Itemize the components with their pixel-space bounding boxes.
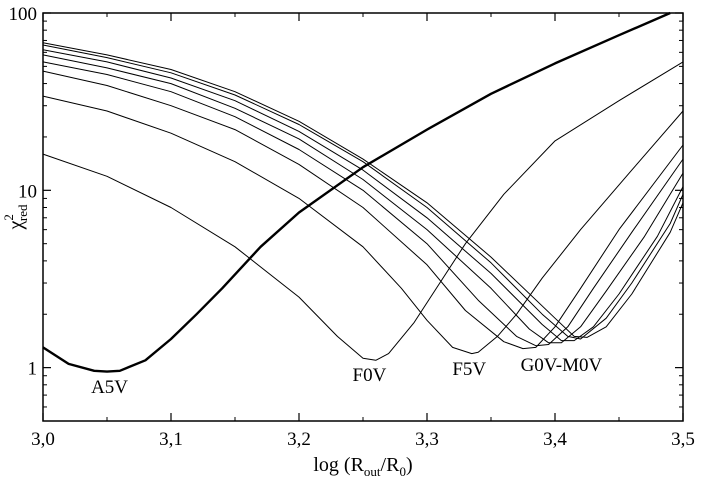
- y-axis-label: χ2red: [1, 204, 30, 230]
- curve-label-group: A5V F0V F5V G0V-M0V: [91, 355, 602, 398]
- x-axis-label-sub1: out: [364, 464, 381, 479]
- y-axis-label-sub: red: [15, 204, 30, 221]
- x-axis-label-sub2: 0: [399, 464, 406, 479]
- x-axis-label: log (Rout/R0): [313, 454, 412, 479]
- curve-label-0: A5V: [91, 377, 128, 398]
- curve-label-2: F5V: [452, 359, 486, 380]
- x-tick-label: 3,0: [31, 429, 55, 450]
- series-line-0: [42, 11, 671, 373]
- x-tick-label: 3,1: [159, 429, 183, 450]
- y-tick-label: 100: [9, 4, 38, 25]
- series-line-8: [42, 42, 684, 338]
- series-group: [42, 11, 684, 373]
- curve-label-1: F0V: [353, 365, 387, 386]
- series-line-6: [42, 49, 684, 342]
- y-tick-label: 10: [18, 181, 37, 202]
- y-axis-label-sup: 2: [1, 214, 16, 221]
- x-axis-label-close: ): [406, 454, 413, 476]
- series-line-3: [42, 70, 684, 350]
- tick-group: 3,0 3,1 3,2 3,3 3,4 3,5 1 10 100: [9, 4, 695, 450]
- x-tick-label: 3,3: [415, 429, 439, 450]
- series-line-5: [42, 54, 684, 344]
- x-tick-label: 3,4: [543, 429, 567, 450]
- x-tick-label: 3,5: [671, 429, 695, 450]
- y-tick-label: 1: [28, 359, 38, 380]
- series-line-2: [42, 95, 684, 355]
- series-line-4: [42, 61, 684, 347]
- series-line-1: [42, 61, 684, 361]
- x-axis-label-main: log (R: [313, 454, 364, 476]
- y-axis-label-main: χ: [5, 221, 27, 231]
- series-line-7: [42, 44, 684, 340]
- x-tick-label: 3,2: [287, 429, 311, 450]
- curve-label-3: G0V-M0V: [521, 355, 603, 376]
- x-axis-label-slash: /R: [381, 454, 401, 476]
